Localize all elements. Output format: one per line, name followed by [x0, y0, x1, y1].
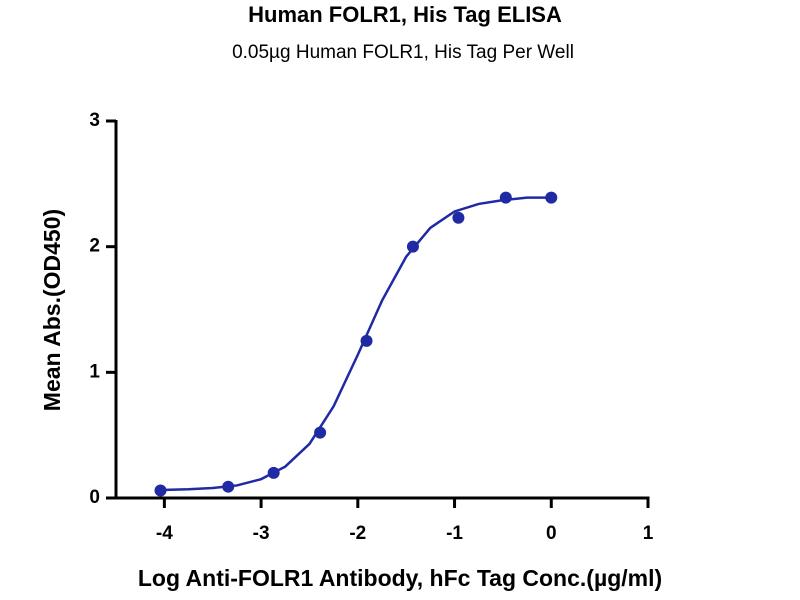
- data-point: [154, 484, 167, 497]
- x-tick-label: 1: [643, 523, 654, 544]
- x-axis-label: Log Anti-FOLR1 Antibody, hFc Tag Conc.(µ…: [138, 565, 662, 591]
- data-point: [314, 426, 327, 439]
- y-tick-label: 0: [89, 487, 100, 508]
- data-point: [452, 211, 465, 224]
- y-tick-label: 3: [89, 110, 100, 131]
- x-tick-label: -4: [156, 523, 173, 544]
- x-tick-label: 0: [546, 523, 557, 544]
- chart-title: Human FOLR1, His Tag ELISA: [248, 2, 562, 27]
- fit-curve: [160, 196, 552, 492]
- data-point: [499, 191, 512, 204]
- x-tick-label: -2: [349, 523, 366, 544]
- x-tick-label: -3: [253, 523, 270, 544]
- y-axis-label: Mean Abs.(OD450): [39, 209, 65, 411]
- y-tick-label: 1: [89, 361, 100, 382]
- x-tick-label: -1: [446, 523, 463, 544]
- y-tick-label: 2: [89, 236, 100, 257]
- chart-subtitle: 0.05µg Human FOLR1, His Tag Per Well: [232, 42, 574, 63]
